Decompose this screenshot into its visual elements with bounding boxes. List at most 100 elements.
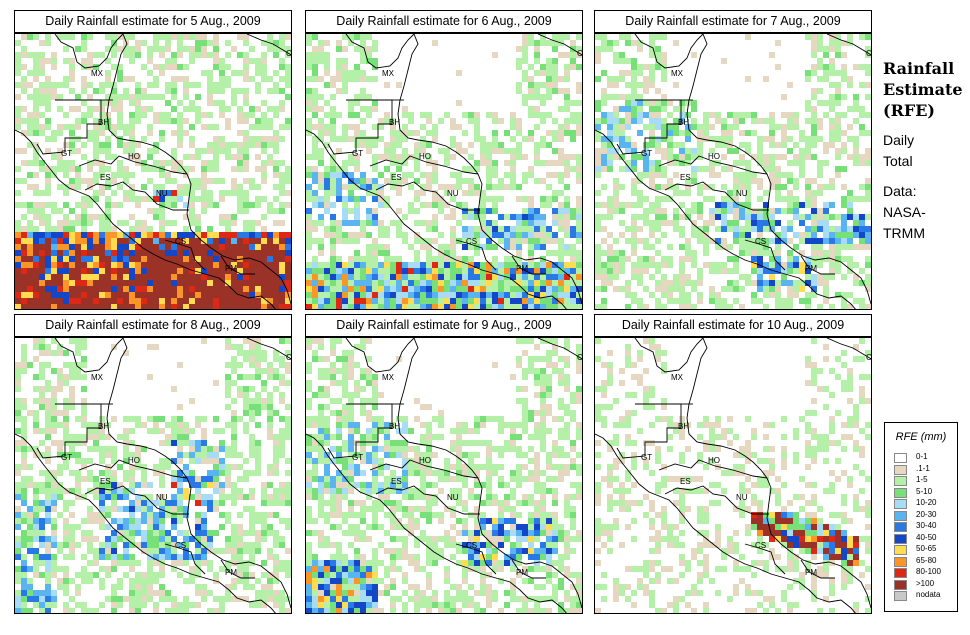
rainfall-cell <box>117 494 123 500</box>
rainfall-cell <box>255 286 261 292</box>
rainfall-cell <box>444 280 450 286</box>
rainfall-cell <box>117 578 123 584</box>
rainfall-cell <box>829 100 835 106</box>
rainfall-cell <box>177 118 183 124</box>
rainfall-cell <box>504 148 510 154</box>
rainfall-cell <box>33 34 39 40</box>
rainfall-cell <box>267 590 273 596</box>
rainfall-cell <box>237 190 243 196</box>
rainfall-cell <box>492 280 498 286</box>
rainfall-cell <box>685 304 691 309</box>
rainfall-cell <box>564 286 570 292</box>
rainfall-cell <box>39 208 45 214</box>
rainfall-cell <box>330 280 336 286</box>
rainfall-cell <box>21 160 27 166</box>
rainfall-cell <box>69 304 75 309</box>
rainfall-cell <box>372 262 378 268</box>
rainfall-cell <box>261 590 267 596</box>
rainfall-cell <box>835 118 841 124</box>
rainfall-cell <box>462 256 468 262</box>
rainfall-cell <box>643 88 649 94</box>
rainfall-cell <box>558 250 564 256</box>
rainfall-cell <box>105 148 111 154</box>
rainfall-cell <box>183 304 189 309</box>
rainfall-cell <box>811 202 817 208</box>
rainfall-cell <box>141 136 147 142</box>
rainfall-cell <box>63 500 69 506</box>
rainfall-cell <box>165 178 171 184</box>
rainfall-cell <box>285 274 291 280</box>
rainfall-cell <box>775 238 781 244</box>
rainfall-cell <box>129 154 135 160</box>
rainfall-cell <box>249 142 255 148</box>
rainfall-cell <box>486 232 492 238</box>
rainfall-cell <box>207 494 213 500</box>
rainfall-cell <box>51 154 57 160</box>
rainfall-cell <box>637 238 643 244</box>
rainfall-cell <box>480 190 486 196</box>
rainfall-cell <box>552 196 558 202</box>
rainfall-cell <box>219 178 225 184</box>
rainfall-cell <box>99 578 105 584</box>
rainfall-cell <box>607 130 613 136</box>
rainfall-cell <box>177 130 183 136</box>
rainfall-cell <box>835 154 841 160</box>
rainfall-cell <box>625 100 631 106</box>
rainfall-cell <box>498 226 504 232</box>
rainfall-cell <box>285 250 291 256</box>
rainfall-cell <box>625 124 631 130</box>
rainfall-cell <box>183 130 189 136</box>
rainfall-cell <box>601 100 607 106</box>
rainfall-cell <box>709 208 715 214</box>
rainfall-cell <box>111 518 117 524</box>
rainfall-cell <box>273 350 279 356</box>
rainfall-cell <box>763 304 769 309</box>
rainfall-cell <box>45 82 51 88</box>
rainfall-cell <box>552 70 558 76</box>
rainfall-cell <box>123 238 129 244</box>
rainfall-cell <box>249 136 255 142</box>
rainfall-cell <box>15 118 21 124</box>
rainfall-cell <box>177 256 183 262</box>
rainfall-cell <box>99 118 105 124</box>
rainfall-cell <box>679 148 685 154</box>
rainfall-cell <box>93 512 99 518</box>
rainfall-cell <box>243 136 249 142</box>
rainfall-cell <box>859 112 865 118</box>
rainfall-cell <box>27 202 33 208</box>
rainfall-cell <box>45 428 51 434</box>
rainfall-cell <box>153 238 159 244</box>
rainfall-cell <box>414 154 420 160</box>
rainfall-cell <box>865 64 871 70</box>
rainfall-cell <box>87 232 93 238</box>
rainfall-cell <box>237 88 243 94</box>
rainfall-cell <box>63 602 69 608</box>
rainfall-cell <box>15 166 21 172</box>
rainfall-cell <box>691 100 697 106</box>
rainfall-cell <box>679 118 685 124</box>
rainfall-cell <box>171 512 177 518</box>
rainfall-cell <box>189 154 195 160</box>
rainfall-cell <box>342 274 348 280</box>
rainfall-cell <box>213 262 219 268</box>
rainfall-cell <box>324 100 330 106</box>
rainfall-cell <box>673 106 679 112</box>
rainfall-cell <box>261 166 267 172</box>
rainfall-cell <box>348 112 354 118</box>
rainfall-cell <box>81 238 87 244</box>
rainfall-cell <box>745 214 751 220</box>
rainfall-cell <box>516 88 522 94</box>
rainfall-cell <box>444 262 450 268</box>
rainfall-cell <box>129 190 135 196</box>
rainfall-cell <box>207 226 213 232</box>
rainfall-cell <box>607 214 613 220</box>
rainfall-cell <box>123 148 129 154</box>
rainfall-cell <box>219 256 225 262</box>
rainfall-cell <box>33 530 39 536</box>
rainfall-cell <box>396 166 402 172</box>
rainfall-cell <box>27 548 33 554</box>
rainfall-cell <box>63 350 69 356</box>
rainfall-cell <box>564 70 570 76</box>
rainfall-cell <box>805 196 811 202</box>
rainfall-cell <box>231 178 237 184</box>
